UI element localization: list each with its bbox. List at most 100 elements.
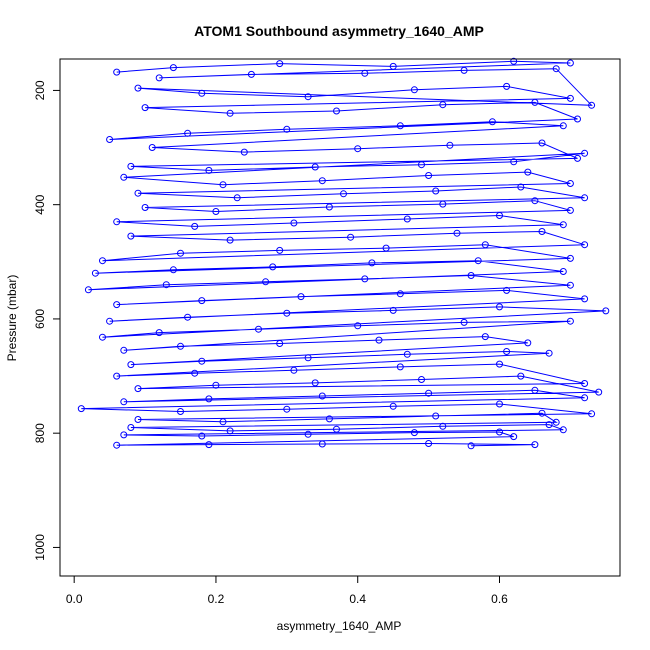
- data-point: [113, 372, 121, 380]
- data-point: [120, 173, 128, 181]
- data-point: [127, 232, 135, 240]
- data-point: [77, 405, 85, 413]
- data-point: [290, 219, 298, 227]
- data-point: [134, 84, 142, 92]
- data-point: [403, 350, 411, 358]
- data-point: [226, 236, 234, 244]
- data-point: [439, 200, 447, 208]
- data-point: [517, 372, 525, 380]
- y-tick-label: 1000: [33, 534, 47, 561]
- data-point: [162, 281, 170, 289]
- data-point: [120, 398, 128, 406]
- data-point: [602, 307, 610, 315]
- data-point: [566, 94, 574, 102]
- data-point: [127, 162, 135, 170]
- data-point: [432, 187, 440, 195]
- data-point: [318, 177, 326, 185]
- data-point: [375, 336, 383, 344]
- data-point: [127, 361, 135, 369]
- data-point: [389, 306, 397, 314]
- data-point: [446, 141, 454, 149]
- data-point: [283, 125, 291, 133]
- data-point: [503, 82, 511, 90]
- data-point: [566, 317, 574, 325]
- data-point: [361, 275, 369, 283]
- data-point: [120, 431, 128, 439]
- data-point: [212, 208, 220, 215]
- y-tick-label: 800: [33, 423, 47, 443]
- data-point: [368, 259, 376, 267]
- data-point: [559, 426, 567, 434]
- y-tick-label: 400: [33, 194, 47, 214]
- data-point: [566, 281, 574, 289]
- data-point: [382, 244, 390, 252]
- data-point: [510, 433, 518, 441]
- plot-area: [77, 57, 610, 450]
- x-axis: 0.0 0.2 0.4 0.6: [66, 575, 508, 606]
- data-point: [141, 204, 149, 211]
- data-point: [226, 427, 234, 435]
- data-point: [311, 379, 319, 387]
- data-point: [177, 342, 184, 350]
- data-point: [418, 376, 425, 383]
- data-point: [510, 158, 518, 166]
- data-point: [488, 118, 496, 126]
- data-point: [169, 266, 177, 274]
- data-point: [581, 194, 589, 202]
- data-point: [141, 104, 149, 112]
- data-point: [531, 441, 539, 449]
- data-point: [333, 107, 340, 115]
- data-point: [134, 385, 142, 393]
- data-point: [503, 348, 511, 355]
- x-tick-label: 0.0: [66, 592, 83, 606]
- data-point: [566, 59, 574, 67]
- data-point: [226, 109, 234, 117]
- data-point: [531, 197, 539, 205]
- data-point: [276, 340, 284, 347]
- data-point: [467, 442, 475, 450]
- data-point: [184, 129, 192, 137]
- data-point: [198, 297, 206, 305]
- data-point: [290, 366, 298, 374]
- x-tick-label: 0.4: [349, 592, 366, 606]
- data-point: [403, 215, 411, 223]
- data-point: [276, 60, 284, 68]
- data-point: [588, 101, 596, 109]
- data-point: [503, 286, 511, 294]
- data-point: [425, 172, 433, 179]
- data-point: [389, 62, 397, 70]
- data-point: [169, 64, 177, 72]
- data-point: [219, 181, 227, 189]
- data-point: [120, 346, 128, 354]
- data-point: [588, 410, 596, 418]
- data-point: [481, 241, 489, 249]
- data-point: [396, 122, 404, 130]
- data-point: [113, 218, 121, 226]
- data-point: [233, 194, 241, 202]
- data-point: [354, 322, 362, 330]
- data-point: [496, 400, 503, 408]
- data-point: [517, 183, 525, 191]
- data-point: [113, 68, 121, 76]
- data-point: [198, 432, 206, 440]
- data-point: [439, 101, 447, 109]
- data-point: [318, 392, 326, 400]
- data-point: [127, 424, 135, 431]
- data-point: [240, 148, 248, 156]
- data-point: [474, 257, 482, 265]
- data-point: [155, 329, 163, 337]
- x-axis-label: asymmetry_1640_AMP: [277, 619, 402, 633]
- data-point: [106, 136, 114, 143]
- data-point: [410, 86, 418, 94]
- data-point: [177, 408, 184, 415]
- data-point: [99, 257, 106, 265]
- data-point: [496, 360, 503, 368]
- data-point: [545, 349, 553, 357]
- data-point: [134, 189, 142, 197]
- chart-title: ATOM1 Southbound asymmetry_1640_AMP: [194, 23, 484, 39]
- data-point: [559, 122, 567, 130]
- data-point: [155, 74, 163, 82]
- data-point: [106, 317, 114, 325]
- y-axis: 200 400 600 800 1000: [33, 80, 61, 561]
